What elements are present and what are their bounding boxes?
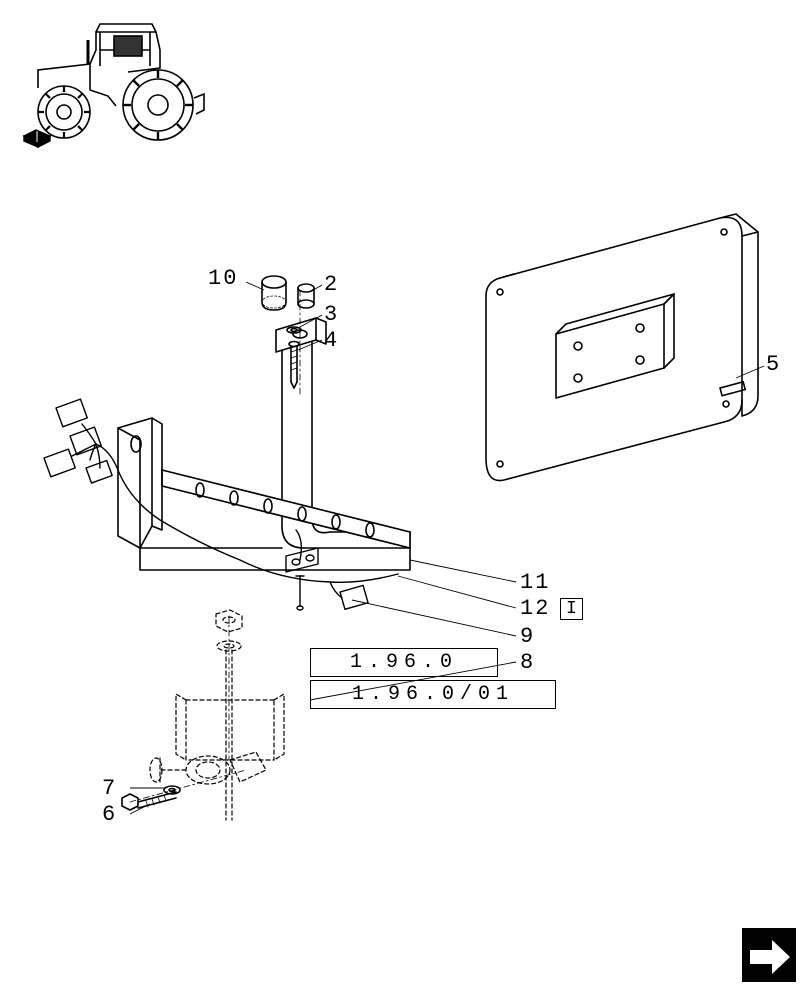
- callout-8: 8: [520, 650, 535, 675]
- callout-9: 9: [520, 624, 535, 649]
- part-screw-bottom: [122, 786, 180, 810]
- callout-10: 10: [208, 266, 238, 291]
- callout-11: 11: [520, 570, 550, 595]
- part-monitor: [486, 214, 758, 481]
- callout-2: 2: [324, 272, 339, 297]
- callout-12: 12: [520, 596, 550, 621]
- callout-4: 4: [324, 328, 339, 353]
- ref-section-1: 1.96.0: [310, 648, 498, 677]
- callout-6: 6: [102, 802, 117, 827]
- part-screw-top: [289, 342, 299, 389]
- diagram-canvas: 2 3 4 5 6 7 8 9 10 11 12 1.96.0 1.96.0/0…: [0, 0, 812, 1000]
- callout-5: 5: [766, 352, 781, 377]
- part-wiring-harness: [44, 399, 398, 610]
- callout-7: 7: [102, 776, 117, 801]
- annotation-I: I: [560, 598, 583, 620]
- callout-3: 3: [324, 302, 339, 327]
- part-bracket-arm: [118, 318, 410, 570]
- part-cap: [262, 276, 286, 310]
- exploded-view: [0, 0, 812, 1000]
- export-arrow-icon[interactable]: [742, 928, 796, 982]
- ref-section-2: 1.96.0/01: [310, 680, 556, 709]
